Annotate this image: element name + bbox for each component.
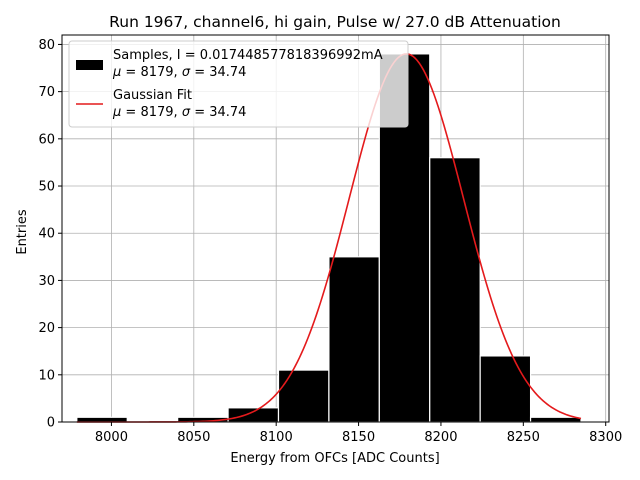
legend-samples-sigma-symbol: σ bbox=[182, 65, 191, 80]
legend-fit-sigma-symbol: σ bbox=[182, 105, 191, 120]
y-tick-label: 50 bbox=[38, 180, 55, 195]
plot-frame bbox=[61, 34, 610, 423]
y-axis-label: Entries bbox=[15, 209, 30, 255]
x-tick-label: 8050 bbox=[177, 430, 210, 445]
y-tick-label: 60 bbox=[38, 132, 55, 147]
histogram-bar bbox=[529, 416, 582, 423]
histogram-bar bbox=[429, 157, 481, 423]
y-tick-label: 80 bbox=[38, 38, 55, 53]
y-tick-label: 0 bbox=[47, 416, 55, 431]
x-tick-label: 8100 bbox=[260, 430, 293, 445]
legend: Samples, I = 0.017448577818396992mA μ = … bbox=[68, 40, 409, 128]
legend-samples-mu-value: = 8179, bbox=[125, 65, 177, 80]
histogram-bar bbox=[277, 369, 330, 423]
legend-fit-line1: Gaussian Fit bbox=[113, 88, 192, 103]
legend-fit-sigma-value: = 34.74 bbox=[194, 105, 246, 120]
y-tick-label: 70 bbox=[38, 85, 55, 100]
legend-samples-sigma-value: = 34.74 bbox=[194, 65, 246, 80]
x-tick-label: 8200 bbox=[424, 430, 457, 445]
histogram-bar bbox=[328, 256, 380, 423]
histogram-bar bbox=[227, 407, 280, 423]
legend-fit-mu-symbol: μ bbox=[112, 105, 121, 120]
x-tick-label: 8250 bbox=[507, 430, 540, 445]
histogram-bar bbox=[479, 355, 532, 423]
legend-samples-line2: μ = 8179, σ = 34.74 bbox=[112, 65, 246, 80]
legend-box bbox=[68, 40, 409, 128]
x-tick-label: 8300 bbox=[589, 430, 622, 445]
legend-samples-line1: Samples, I = 0.017448577818396992mA bbox=[113, 48, 383, 63]
x-axis-ticks: 8000 8050 8100 8150 8200 8250 8300 bbox=[95, 422, 622, 445]
legend-samples-mu-symbol: μ bbox=[112, 65, 121, 80]
x-axis-label: Energy from OFCs [ADC Counts] bbox=[230, 451, 439, 466]
y-tick-label: 40 bbox=[38, 227, 55, 242]
legend-fit-line2: μ = 8179, σ = 34.74 bbox=[112, 105, 246, 120]
legend-samples-swatch bbox=[76, 60, 103, 70]
y-tick-label: 20 bbox=[38, 321, 55, 336]
y-axis-ticks: 0 10 20 30 40 50 60 70 80 bbox=[38, 38, 62, 431]
x-tick-label: 8150 bbox=[342, 430, 375, 445]
chart-title: Run 1967, channel6, hi gain, Pulse w/ 27… bbox=[109, 13, 561, 31]
y-tick-label: 10 bbox=[38, 368, 55, 383]
legend-fit-mu-value: = 8179, bbox=[125, 105, 177, 120]
x-tick-label: 8000 bbox=[95, 430, 128, 445]
y-tick-label: 30 bbox=[38, 274, 55, 289]
